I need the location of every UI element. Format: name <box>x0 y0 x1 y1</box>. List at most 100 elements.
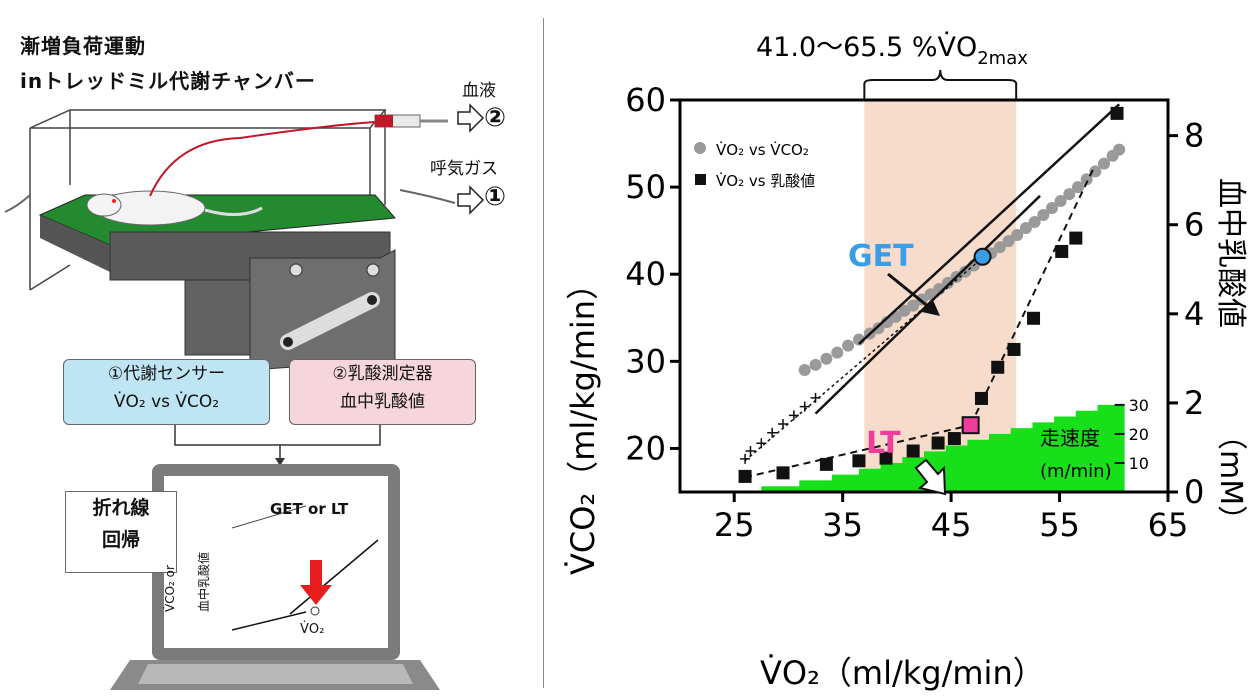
vco2-point <box>907 299 920 312</box>
vco2-point <box>1098 157 1111 170</box>
x-tick-label: 45 <box>931 506 972 544</box>
gas-inlet-tube-icon <box>4 194 31 213</box>
y-left-tick-label: 40 <box>625 255 666 293</box>
vco2-point <box>1113 143 1126 156</box>
pre-threshold-point <box>745 446 756 457</box>
vco2-point <box>820 352 833 365</box>
lactate-point <box>852 454 866 468</box>
get-arrow <box>887 272 931 310</box>
lactate-point <box>991 360 1005 374</box>
piecewise-regression-box: 折れ線 回帰 <box>65 491 177 573</box>
lt-arrow-icon <box>914 458 947 496</box>
vco2-point <box>1019 222 1032 235</box>
pre-threshold-point <box>740 453 751 464</box>
rat-icon <box>86 190 263 226</box>
treadmill-base-icon <box>40 215 110 272</box>
lactate-point <box>906 444 920 458</box>
lactate-point <box>1069 231 1083 245</box>
speed-tick-label: 30 <box>1129 396 1149 415</box>
y-left-tick-label: 60 <box>625 81 666 119</box>
laptop-y-axis-label-2: 血中乳酸値 <box>197 551 211 612</box>
range-bracket <box>863 69 1018 100</box>
syringe-icon <box>374 114 448 128</box>
get-arrow-head-icon <box>922 300 940 316</box>
get-label: GET <box>848 239 914 274</box>
experiment-panel: 漸増負荷運動 inトレッドミル代謝チャンバー 血液 ② 呼気ガス ① <box>0 0 540 697</box>
experiment-title-line1: 漸増負荷運動 <box>20 34 146 58</box>
lactate-meter-box: ②乳酸測定器 血中乳酸値 <box>289 359 476 425</box>
lactate-point <box>1110 106 1124 120</box>
vco2-scatter <box>798 143 1126 377</box>
vco2-point <box>798 364 811 377</box>
laptop-x-axis-label: V̇O₂ <box>300 622 325 637</box>
axis-ticks: 25 35 45 55 65 20 30 40 50 60 0 2 4 6 8 <box>625 81 1204 544</box>
speed-label-2: (m/min) <box>1040 461 1112 482</box>
lactate-series <box>738 106 1124 483</box>
vco2-point <box>1071 181 1084 194</box>
x-tick-label: 25 <box>714 506 755 544</box>
vco2-point <box>1011 229 1024 242</box>
right-axis-title-1: 血中乳酸値 <box>1213 178 1248 328</box>
pre-threshold-point <box>767 427 778 438</box>
vco2-point <box>809 358 822 371</box>
treadmill-stand-icon <box>184 279 251 356</box>
left-axis-title: V̇CO₂（ml/kg/min） <box>564 268 602 575</box>
vco2-point <box>872 322 885 335</box>
lactate-point <box>879 451 893 465</box>
lactate-point <box>776 466 790 480</box>
pre-threshold-point <box>788 410 799 421</box>
y-right-tick-label: 8 <box>1184 117 1204 155</box>
panel-divider <box>543 18 544 688</box>
pre-fit-line <box>744 256 985 462</box>
vco2-point <box>1063 188 1076 201</box>
blood-catheter-icon <box>149 121 376 197</box>
plot-frame <box>678 98 1170 494</box>
vco2-point <box>1054 195 1067 208</box>
experiment-title-line2: inトレッドミル代謝チャンバー <box>20 69 316 93</box>
y-right-tick-label: 0 <box>1184 473 1204 511</box>
lactate-point <box>974 391 988 405</box>
speed-label-1: 走速度 <box>1040 426 1100 450</box>
blood-label: 血液 <box>462 81 496 101</box>
x-axis-title: V̇O₂（ml/kg/min） <box>760 654 1045 692</box>
y-right-tick-label: 4 <box>1184 295 1204 333</box>
regression-label-1: 折れ線 <box>92 497 150 519</box>
lactate-point <box>931 436 945 450</box>
legend-vco2-marker <box>694 142 706 154</box>
blood-arrow-icon <box>457 103 485 133</box>
regression-label-2: 回帰 <box>101 529 140 551</box>
gas-number: ① <box>484 182 507 212</box>
breakpoint-arrow-icon <box>300 560 332 605</box>
legend-lactate-marker <box>695 174 706 185</box>
lactate-threshold-chart: 10 20 30 25 35 45 55 65 20 30 40 50 60 0 2 4 6 8 41.0～65… <box>564 31 1248 692</box>
gas-arrow-icon <box>457 185 485 215</box>
gas-outlet-tube-icon <box>399 189 456 204</box>
x-tick-label: 35 <box>822 506 863 544</box>
lactate-point <box>1055 244 1069 258</box>
vco2-point <box>1045 202 1058 215</box>
chamber-box-icon <box>29 109 387 291</box>
lactate-meter-sublabel: 血中乳酸値 <box>340 392 425 412</box>
y-left-tick-label: 50 <box>625 168 666 206</box>
upper-fit-line <box>858 103 1121 345</box>
legend-lactate-label: V̇O₂ vs 乳酸値 <box>716 171 815 190</box>
speed-area <box>761 402 1125 492</box>
intensity-range-band <box>864 100 1017 492</box>
lactate-point <box>947 432 961 446</box>
vco2-point <box>831 346 844 359</box>
speed-tick-label: 10 <box>1129 454 1149 473</box>
lactate-point <box>819 457 833 471</box>
vco2-point <box>1002 235 1015 248</box>
treadmill-illustration <box>4 103 485 690</box>
y-left-tick-label: 30 <box>625 342 666 380</box>
lt-point <box>961 416 980 435</box>
crank-arm-icon <box>280 292 380 350</box>
range-label: 41.0～65.5 %V̇O2max <box>756 31 1028 69</box>
get-point <box>973 247 992 266</box>
legend-vco2-label: V̇O₂ vs V̇CO₂ <box>716 140 809 159</box>
laptop-y-axis-label: V̇CO₂ or <box>163 565 177 612</box>
speed-profile: 10 20 30 <box>761 396 1149 492</box>
y-right-tick-label: 6 <box>1184 206 1204 244</box>
laptop-icon <box>110 464 440 690</box>
metabolic-sensor-sublabel: V̇O₂ vs V̇CO₂ <box>113 392 220 412</box>
